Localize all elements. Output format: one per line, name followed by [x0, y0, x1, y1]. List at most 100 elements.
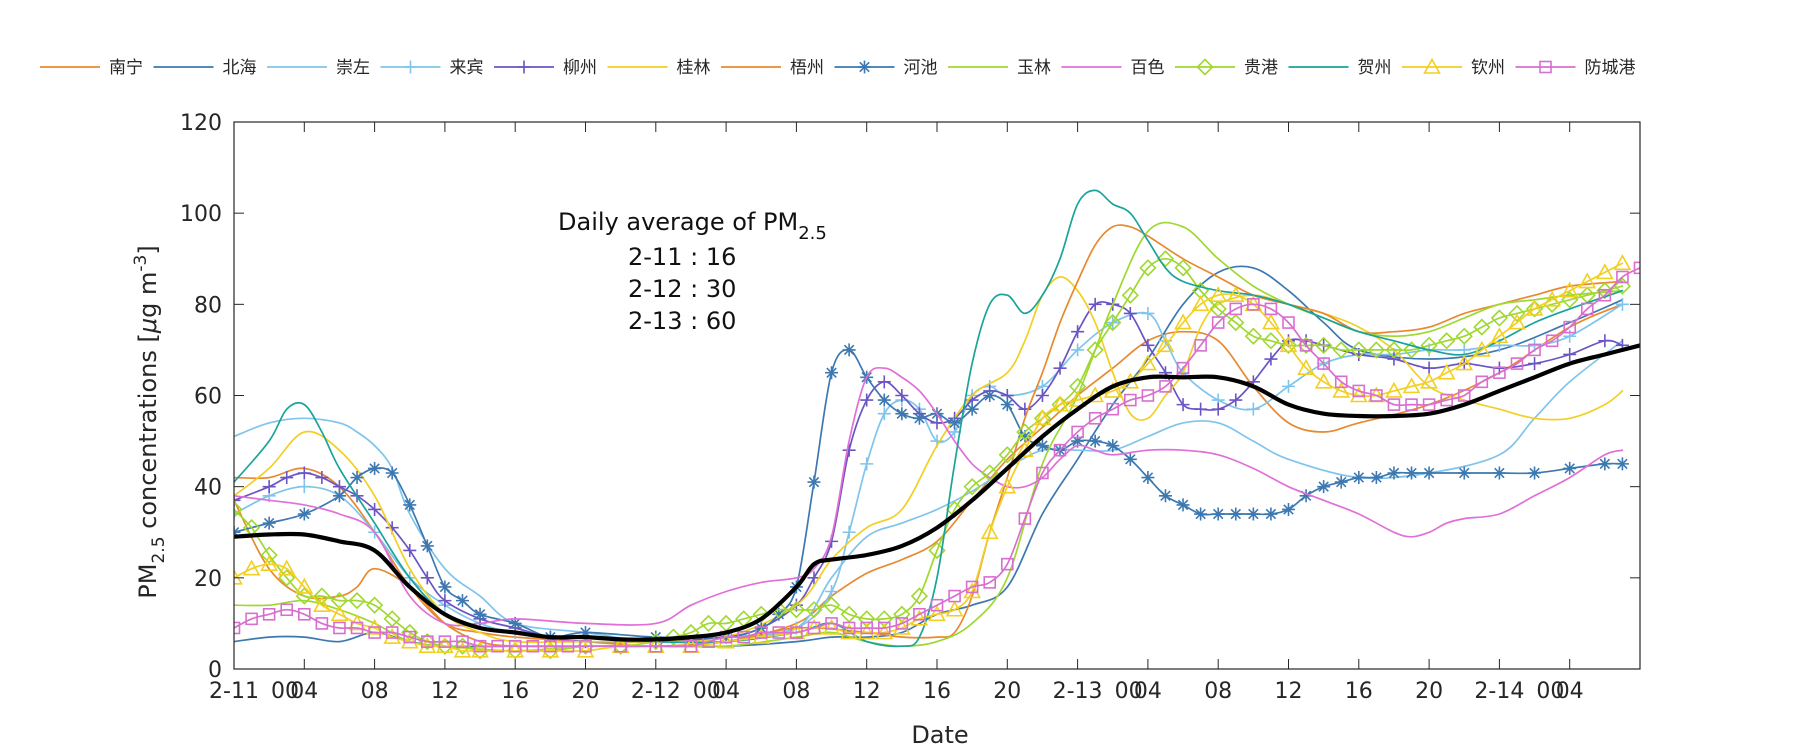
data-point — [350, 621, 364, 635]
x-tick-label-hour: 00 — [1536, 679, 1564, 704]
data-point — [400, 632, 419, 649]
data-point — [1124, 393, 1137, 407]
data-point — [385, 466, 399, 480]
data-point — [576, 641, 595, 658]
data-point — [280, 603, 294, 617]
legend-item: 玉林 — [948, 58, 1051, 78]
data-point — [1563, 347, 1577, 361]
data-point — [1349, 386, 1368, 403]
data-point — [1596, 282, 1614, 300]
legend: 南宁 北海 崇左 来宾 柳州 桂林 梧州 河池 玉林 百色 贵港 贺州 钦州 防城港 — [40, 57, 1636, 78]
data-point — [913, 607, 926, 621]
legend-item: 贵港 — [1175, 58, 1278, 78]
data-point — [860, 621, 874, 635]
data-point — [892, 618, 911, 635]
x-tick-label: 2-14 — [1474, 679, 1524, 704]
legend-label: 桂林 — [677, 58, 711, 78]
data-point — [1370, 389, 1383, 402]
data-point — [948, 589, 961, 603]
data-point — [965, 580, 979, 594]
data-point — [1211, 402, 1225, 416]
legend-item: 来宾 — [380, 58, 484, 78]
data-point — [1141, 306, 1155, 320]
legend-label: 来宾 — [450, 58, 484, 78]
data-point — [840, 623, 858, 640]
data-point — [717, 632, 735, 649]
x-tick-label: 20 — [572, 679, 600, 704]
data-point — [1438, 332, 1456, 350]
data-point — [699, 614, 718, 633]
data-point — [877, 407, 891, 421]
x-tick-label: 16 — [1345, 679, 1373, 704]
legend-item: 梧州 — [721, 58, 824, 78]
data-point — [368, 461, 382, 475]
data-point — [1508, 304, 1526, 323]
data-point — [1176, 498, 1190, 512]
data-point — [1139, 354, 1157, 371]
data-point — [807, 475, 821, 489]
data-point — [262, 480, 276, 494]
legend-label: 玉林 — [1017, 58, 1051, 78]
data-point — [1156, 250, 1175, 268]
x-tick-label: 2-13 — [1053, 679, 1103, 704]
data-point — [1071, 425, 1084, 439]
data-point — [965, 402, 979, 416]
series-12 — [234, 254, 1632, 658]
data-point — [1262, 313, 1280, 330]
data-point — [1367, 341, 1386, 359]
data-point — [260, 546, 278, 564]
data-point — [1036, 466, 1049, 480]
data-point — [1282, 379, 1295, 393]
data-point — [1106, 402, 1120, 416]
data-point — [1262, 332, 1280, 350]
data-point — [526, 639, 540, 653]
x-tick-label: 08 — [1204, 679, 1232, 704]
data-point — [1369, 471, 1383, 485]
data-point — [561, 639, 575, 653]
data-point — [1633, 261, 1640, 275]
data-point — [1299, 339, 1313, 352]
data-point — [1405, 466, 1419, 480]
data-point — [1071, 343, 1085, 357]
y-axis-title-mu: μ — [134, 318, 162, 334]
data-point — [1473, 318, 1491, 336]
data-point — [1053, 361, 1067, 375]
data-point — [1385, 341, 1403, 359]
data-point — [1247, 298, 1260, 311]
x-tick-label: 04 — [1134, 679, 1162, 704]
series-2 — [234, 339, 1624, 643]
legend-label: 钦州 — [1471, 58, 1505, 78]
data-point — [1071, 434, 1085, 448]
data-point — [383, 627, 402, 644]
y-axis-title-close: ] — [134, 245, 162, 254]
data-point — [1422, 466, 1436, 480]
data-point — [1598, 288, 1612, 302]
data-point — [1035, 389, 1049, 402]
data-point — [1560, 281, 1579, 298]
series-7 — [234, 343, 1629, 644]
annotation-line-2: 2-12 : 30 — [628, 275, 736, 303]
x-tick-label: 04 — [712, 679, 740, 704]
data-point — [752, 605, 770, 623]
data-point — [1528, 466, 1542, 480]
data-point — [295, 577, 314, 594]
series-line — [234, 366, 1624, 627]
data-point — [1016, 423, 1034, 441]
y-axis-title-unit: g m — [134, 272, 162, 318]
data-point — [1423, 57, 1441, 74]
data-point — [1226, 286, 1245, 303]
data-point — [1194, 507, 1208, 521]
data-point — [1455, 327, 1473, 345]
data-point — [1615, 457, 1629, 471]
data-point — [1563, 461, 1577, 475]
legend-label: 梧州 — [790, 58, 824, 78]
data-point — [842, 343, 856, 357]
data-point — [1405, 398, 1418, 411]
data-point — [544, 639, 557, 653]
legend-item: 崇左 — [267, 58, 370, 78]
data-point — [1035, 439, 1049, 453]
data-point — [684, 639, 698, 653]
data-point — [403, 498, 417, 512]
data-point — [491, 639, 504, 653]
x-tick-label: 16 — [501, 679, 529, 704]
